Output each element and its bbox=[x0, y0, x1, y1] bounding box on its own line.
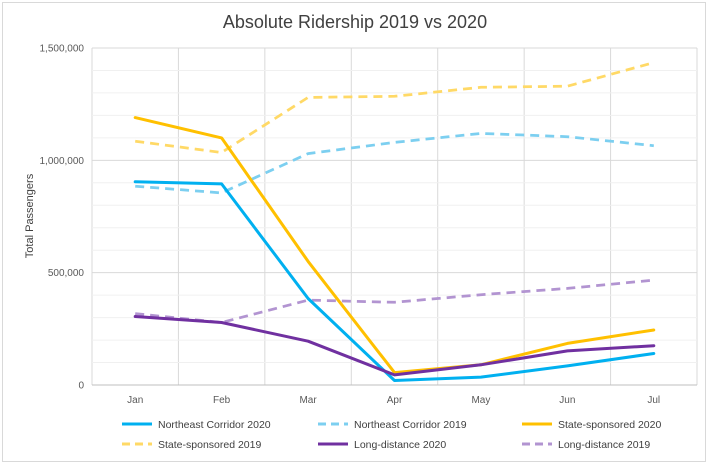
y-axis-title: Total Passengers bbox=[24, 173, 36, 258]
chart-title: Absolute Ridership 2019 vs 2020 bbox=[223, 12, 487, 32]
y-tick-label: 500,000 bbox=[48, 268, 85, 279]
legend-item: Long-distance 2019 bbox=[522, 439, 650, 451]
x-tick-label: Jul bbox=[647, 395, 660, 406]
series-line-long-distance-2020 bbox=[133, 315, 656, 377]
y-tick-label: 1,500,000 bbox=[40, 44, 85, 55]
legend-label: State-sponsored 2020 bbox=[558, 419, 661, 431]
legend-label: Long-distance 2019 bbox=[558, 439, 650, 451]
legend: Northeast Corridor 2020 Northeast Corrido… bbox=[122, 419, 661, 451]
x-tick-label: Apr bbox=[387, 395, 403, 406]
legend-item: Long-distance 2020 bbox=[318, 439, 446, 451]
legend-label: State-sponsored 2019 bbox=[158, 439, 261, 451]
legend-item: Northeast Corridor 2019 bbox=[318, 419, 467, 431]
x-tick-label: Feb bbox=[213, 395, 231, 406]
legend-item: Northeast Corridor 2020 bbox=[122, 419, 271, 431]
legend-item: State-sponsored 2020 bbox=[522, 419, 661, 431]
vertical-gridlines bbox=[91, 48, 698, 385]
legend-label: Northeast Corridor 2020 bbox=[158, 419, 271, 431]
horizontal-gridlines bbox=[92, 47, 697, 386]
series-line-state-sponsored-2019 bbox=[135, 61, 655, 154]
x-tick-label: Jun bbox=[559, 395, 575, 406]
series-line-northeast-corridor-2019 bbox=[135, 132, 654, 195]
series-line-state-sponsored-2020 bbox=[133, 116, 656, 375]
y-tick-label: 0 bbox=[78, 381, 84, 392]
x-tick-label: May bbox=[471, 395, 490, 406]
y-axis-ticks: 0 500,000 1,000,000 1,500,000 bbox=[40, 44, 85, 392]
series-lines bbox=[133, 61, 656, 382]
legend-item: State-sponsored 2019 bbox=[122, 439, 261, 451]
legend-label: Northeast Corridor 2019 bbox=[354, 419, 467, 431]
x-tick-label: Mar bbox=[299, 395, 317, 406]
legend-label: Long-distance 2020 bbox=[354, 439, 446, 451]
y-tick-label: 1,000,000 bbox=[40, 156, 85, 167]
series-line-northeast-corridor-2020 bbox=[133, 180, 656, 382]
series-line-long-distance-2019 bbox=[135, 278, 654, 324]
x-axis-ticks: Jan Feb Mar Apr May Jun Jul bbox=[127, 395, 660, 406]
x-tick-label: Jan bbox=[127, 395, 143, 406]
